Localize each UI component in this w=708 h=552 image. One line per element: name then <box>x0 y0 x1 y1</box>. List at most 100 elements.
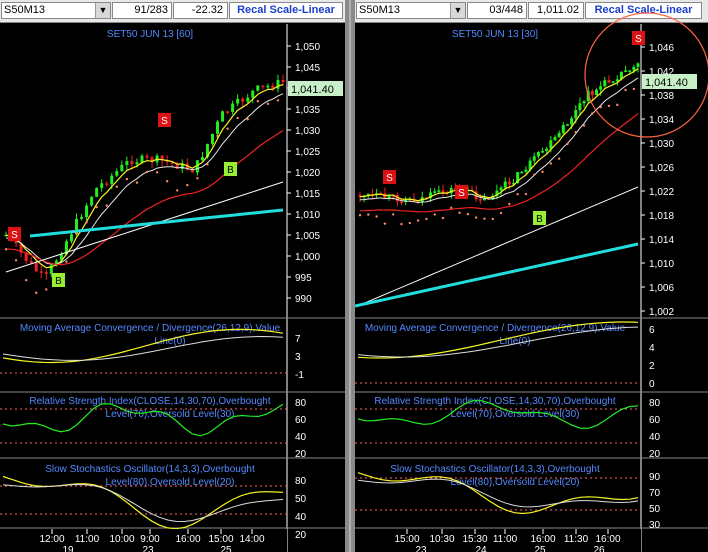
candle-body <box>516 172 520 184</box>
price-tick-label: 1,025 <box>295 147 320 158</box>
candle-body <box>549 140 553 149</box>
candle-body <box>180 163 184 169</box>
candle-body <box>100 183 104 188</box>
sar-dot <box>632 87 636 91</box>
candle-body <box>387 194 391 199</box>
candle-body <box>29 260 33 263</box>
sar-dot <box>582 124 586 127</box>
sar-dot <box>557 157 561 160</box>
right-symbol-select[interactable]: S50M13 ▼ <box>356 2 466 19</box>
macd-line <box>2 328 284 364</box>
candle-body <box>14 238 18 244</box>
candle-body <box>130 161 134 165</box>
candle-body <box>437 190 441 192</box>
rsi-line <box>357 400 639 429</box>
candle-body <box>90 196 94 206</box>
time-tick-label: 14:00 <box>239 534 264 545</box>
time-tick-label: 15:00 <box>394 534 419 545</box>
price-tick-label: 1,030 <box>649 139 674 150</box>
stochastic-tick-label: 70 <box>649 488 661 499</box>
right-chart-svg[interactable]: SET50 JUN 13 [30] 1,046 1,042 1,038 1,034 1,0… <box>355 0 708 552</box>
candle-body <box>603 80 607 87</box>
rsi-tick-label: 60 <box>649 415 661 426</box>
macd-title: Moving Average Convergence / Divergence(… <box>365 323 626 334</box>
candle-body <box>524 169 528 172</box>
candle-body <box>424 197 428 199</box>
left-symbol-select[interactable]: S50M13 ▼ <box>1 2 111 19</box>
price-tick-label: 1,014 <box>649 235 674 246</box>
ema-fast-line <box>359 68 639 202</box>
candle-body <box>528 160 532 170</box>
left-recal-scale-button[interactable]: Recal Scale-Linear <box>229 2 343 19</box>
date-tick-label: 24 <box>475 545 487 552</box>
ema-slow-line <box>5 130 284 266</box>
signal-marker-buy <box>52 273 65 287</box>
sar-dot <box>367 213 370 216</box>
pane-splitter[interactable] <box>345 0 355 552</box>
candle-body <box>358 195 362 197</box>
candle-body <box>474 191 478 200</box>
sar-dot <box>14 259 18 262</box>
rsi-line <box>2 403 284 437</box>
candle-body <box>105 183 109 185</box>
candle-body <box>615 79 619 82</box>
left-change-value: -22.32 <box>173 2 228 19</box>
candle-body <box>507 181 511 185</box>
date-tick-label: 23 <box>142 545 154 552</box>
sar-dot <box>574 130 577 134</box>
candle-body <box>120 164 124 172</box>
candle-body <box>281 80 285 82</box>
date-tick-label: 25 <box>220 545 232 552</box>
stochastic-k-line <box>357 472 639 515</box>
sar-dot <box>408 221 411 225</box>
candle-body <box>399 201 403 203</box>
candle-body <box>276 80 280 89</box>
time-tick-label: 10:30 <box>429 534 454 545</box>
chevron-down-icon[interactable]: ▼ <box>95 3 110 18</box>
stochastic-d-line <box>357 478 639 508</box>
candle-body <box>241 98 245 102</box>
candle-body <box>574 110 578 119</box>
candle-body <box>44 272 48 274</box>
price-tick-label: 1,034 <box>649 115 674 126</box>
candle-body <box>520 171 524 174</box>
candle-body <box>541 151 545 153</box>
sar-dot <box>165 180 169 183</box>
candle-body <box>95 187 99 197</box>
sar-dot <box>375 215 378 218</box>
sar-dot <box>416 219 420 222</box>
last-price-label: 1,041.40 <box>645 77 688 89</box>
right-bar-count: 03/448 <box>467 2 527 19</box>
candle-body <box>503 181 507 188</box>
signal-marker-sell <box>455 185 468 199</box>
candle-body <box>570 118 574 125</box>
macd-tick-label: 3 <box>295 352 301 363</box>
sar-dot <box>499 211 503 215</box>
candle-body <box>145 155 149 158</box>
time-tick-label: 9:00 <box>140 534 160 545</box>
chevron-down-icon[interactable]: ▼ <box>450 3 465 18</box>
time-tick-label: 16:00 <box>595 534 620 545</box>
macd-signal-line <box>357 326 639 358</box>
left-chart-svg[interactable]: SET50 JUN 13 [60]1,0501,0451,0401,0351,0… <box>0 0 345 552</box>
sar-dot <box>246 118 249 121</box>
candle-body <box>636 63 640 67</box>
candle-body <box>266 85 270 88</box>
rsi-tick-label: 20 <box>649 449 661 460</box>
price-tick-label: 1,020 <box>295 168 320 179</box>
right-recal-scale-button[interactable]: Recal Scale-Linear <box>585 2 702 19</box>
sar-dot <box>206 163 209 166</box>
candle-body <box>210 133 214 144</box>
sar-dot <box>616 103 619 107</box>
sar-dot <box>533 173 536 176</box>
sma-cyan-line <box>355 242 639 308</box>
signal-label: B <box>227 165 234 176</box>
candle-body <box>49 265 53 274</box>
signal-label: S <box>386 173 393 184</box>
candle-body <box>429 192 433 199</box>
candle-body <box>619 71 623 80</box>
last-price-tag <box>288 81 343 96</box>
sar-dot <box>75 232 78 235</box>
price-tick-label: 1,026 <box>649 163 674 174</box>
sar-dot <box>524 192 528 196</box>
